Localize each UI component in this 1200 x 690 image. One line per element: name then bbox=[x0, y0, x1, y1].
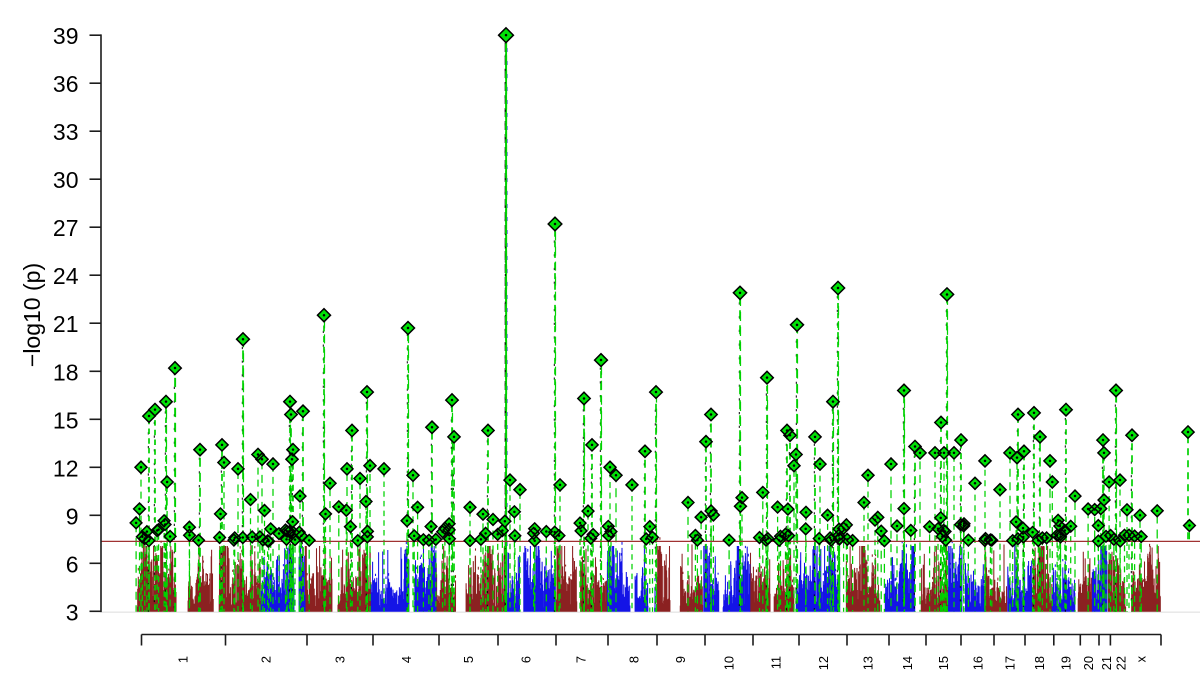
svg-text:18: 18 bbox=[1032, 656, 1047, 670]
svg-text:7: 7 bbox=[574, 656, 589, 663]
svg-text:−log10 (p): −log10 (p) bbox=[19, 263, 45, 367]
svg-text:27: 27 bbox=[53, 215, 79, 241]
svg-text:3: 3 bbox=[66, 599, 79, 625]
svg-text:24: 24 bbox=[53, 263, 79, 289]
svg-text:21: 21 bbox=[53, 311, 79, 337]
svg-text:21: 21 bbox=[1099, 656, 1114, 670]
svg-text:10: 10 bbox=[722, 656, 737, 670]
svg-text:4: 4 bbox=[399, 656, 414, 663]
svg-text:16: 16 bbox=[971, 656, 986, 670]
svg-text:9: 9 bbox=[66, 503, 79, 529]
svg-text:12: 12 bbox=[53, 455, 79, 481]
svg-text:18: 18 bbox=[53, 359, 79, 385]
svg-text:6: 6 bbox=[519, 656, 534, 663]
svg-text:36: 36 bbox=[53, 71, 79, 97]
svg-text:12: 12 bbox=[816, 656, 831, 670]
svg-text:14: 14 bbox=[900, 656, 915, 670]
svg-text:17: 17 bbox=[1003, 656, 1018, 670]
svg-text:11: 11 bbox=[769, 656, 784, 669]
svg-text:15: 15 bbox=[53, 407, 79, 433]
svg-text:30: 30 bbox=[53, 167, 79, 193]
svg-text:3: 3 bbox=[333, 656, 348, 663]
svg-text:1: 1 bbox=[176, 656, 191, 663]
svg-text:20: 20 bbox=[1081, 656, 1096, 670]
svg-text:39: 39 bbox=[53, 23, 79, 49]
svg-text:x: x bbox=[1134, 655, 1149, 662]
svg-text:33: 33 bbox=[53, 119, 79, 145]
svg-text:5: 5 bbox=[461, 656, 476, 663]
svg-text:9: 9 bbox=[673, 656, 688, 663]
svg-text:19: 19 bbox=[1059, 656, 1074, 670]
svg-text:13: 13 bbox=[861, 656, 876, 670]
svg-text:15: 15 bbox=[936, 656, 951, 670]
svg-text:6: 6 bbox=[66, 551, 79, 577]
svg-text:8: 8 bbox=[627, 656, 642, 663]
svg-text:2: 2 bbox=[259, 656, 274, 663]
svg-text:22: 22 bbox=[1114, 656, 1129, 670]
